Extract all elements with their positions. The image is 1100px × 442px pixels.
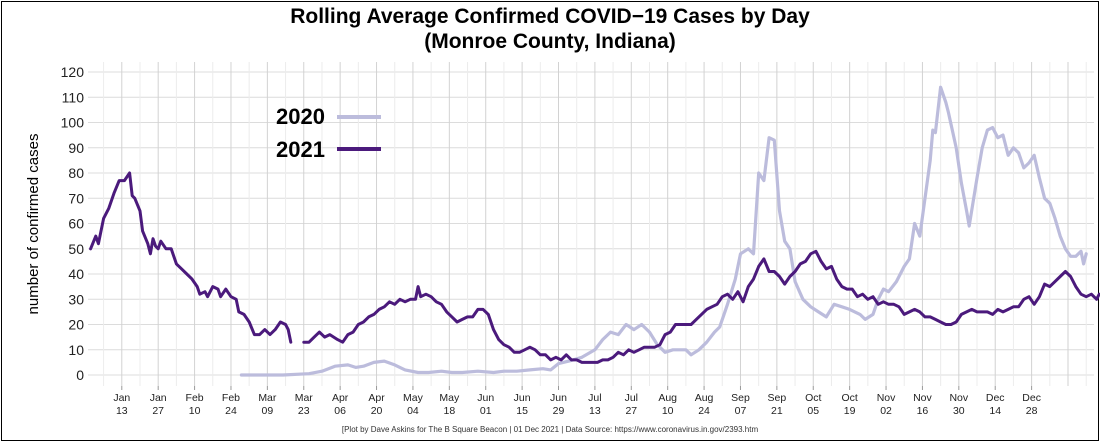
x-tick-label-month: Jul <box>588 392 601 404</box>
x-tick-label-month: Jan <box>113 392 130 404</box>
x-tick-label-date: 10 <box>189 405 201 417</box>
x-tick-label-month: Feb <box>186 392 204 404</box>
series-line-2020 <box>239 85 1088 377</box>
y-tick-label: 30 <box>68 291 84 307</box>
x-tick-label-date: 02 <box>880 405 892 417</box>
x-tick-label-date: 13 <box>116 405 128 417</box>
y-tick-label: 100 <box>61 115 85 131</box>
legend-label-2021: 2021 <box>276 137 325 162</box>
x-tick-label-date: 10 <box>662 405 674 417</box>
x-tick-label-month: Sep <box>768 392 787 404</box>
x-tick-label-month: Nov <box>877 392 896 404</box>
x-tick-label-month: Sep <box>731 392 750 404</box>
grid <box>88 62 1094 386</box>
x-tick-label-month: May <box>403 392 424 404</box>
x-tick-label-date: 24 <box>698 405 710 417</box>
y-axis: 0 10 20 30 40 50 60 70 80 90 100 110 120 <box>61 64 85 383</box>
y-tick-label: 50 <box>68 241 84 257</box>
x-tick-label-month: May <box>439 392 460 404</box>
x-tick-label-month: Jun <box>550 392 567 404</box>
x-tick-label-month: Dec <box>986 392 1005 404</box>
y-tick-label: 110 <box>62 89 85 105</box>
y-tick-label: 80 <box>68 165 84 181</box>
x-tick-label-month: Apr <box>368 392 385 404</box>
y-tick-label: 70 <box>68 190 84 206</box>
x-tick-label-date: 04 <box>407 405 419 417</box>
x-tick-label-date: 01 <box>480 405 492 417</box>
x-tick-label-date: 09 <box>262 405 274 417</box>
x-tick-label-date: 21 <box>771 405 783 417</box>
x-tick-label-date: 07 <box>735 405 747 417</box>
chart-title: Rolling Average Confirmed COVID−19 Cases… <box>0 4 1100 54</box>
x-tick-label-month: Mar <box>258 392 277 404</box>
x-tick-label-month: Jun <box>514 392 531 404</box>
x-tick-label-date: 06 <box>334 405 346 417</box>
y-tick-label: 40 <box>68 266 84 282</box>
x-tick-label-date: 30 <box>953 405 965 417</box>
y-tick-label: 0 <box>76 367 84 383</box>
y-tick-label: 10 <box>68 342 84 358</box>
x-tick-label-date: 28 <box>1026 405 1038 417</box>
series-line-2021-segment-1 <box>89 171 293 344</box>
x-tick-label-date: 13 <box>589 405 601 417</box>
x-tick-label-month: Aug <box>658 392 677 404</box>
x-tick-label-month: Oct <box>805 392 821 404</box>
x-tick-label-month: Oct <box>841 392 857 404</box>
x-tick-label-month: Nov <box>949 392 968 404</box>
x-tick-label-date: 20 <box>371 405 383 417</box>
x-tick-label-date: 23 <box>298 405 310 417</box>
x-tick-label-date: 27 <box>152 405 164 417</box>
y-tick-label: 120 <box>61 64 85 80</box>
chart-title-line1: Rolling Average Confirmed COVID−19 Cases… <box>290 5 810 28</box>
x-tick-label-date: 19 <box>844 405 856 417</box>
x-tick-label-date: 27 <box>625 405 637 417</box>
x-tick-label-month: Jan <box>150 392 167 404</box>
x-tick-label-date: 14 <box>989 405 1001 417</box>
chart-title-line2: (Monroe County, Indiana) <box>424 30 676 53</box>
series-lines <box>89 85 1100 377</box>
x-tick-label-month: Dec <box>1022 392 1041 404</box>
series-line-2021-segment-2 <box>302 249 1100 364</box>
x-tick-label-date: 24 <box>225 405 237 417</box>
y-tick-label: 20 <box>68 317 84 333</box>
x-tick-label-month: Mar <box>295 392 314 404</box>
x-tick-label-month: Jun <box>477 392 494 404</box>
x-tick-label-date: 29 <box>553 405 565 417</box>
y-tick-label: 60 <box>68 216 84 232</box>
y-tick-label: 90 <box>68 140 84 156</box>
x-tick-label-date: 05 <box>807 405 819 417</box>
legend: 2020 2021 <box>276 104 381 162</box>
x-tick-label-month: Feb <box>222 392 240 404</box>
x-tick-label-date: 15 <box>516 405 528 417</box>
x-tick-label-date: 18 <box>443 405 455 417</box>
legend-label-2020: 2020 <box>276 104 325 129</box>
x-tick-label-date: 16 <box>917 405 929 417</box>
chart-footer: [Plot by Dave Askins for The B Square Be… <box>341 425 759 434</box>
x-axis: Jan13Jan27Feb10Feb24Mar09Mar23Apr06Apr20… <box>113 386 1041 417</box>
x-tick-label-month: Aug <box>695 392 714 404</box>
y-axis-title: number of confirmed cases <box>25 134 42 315</box>
x-tick-label-month: Jul <box>625 392 638 404</box>
x-tick-label-month: Apr <box>332 392 349 404</box>
x-tick-label-month: Nov <box>913 392 932 404</box>
